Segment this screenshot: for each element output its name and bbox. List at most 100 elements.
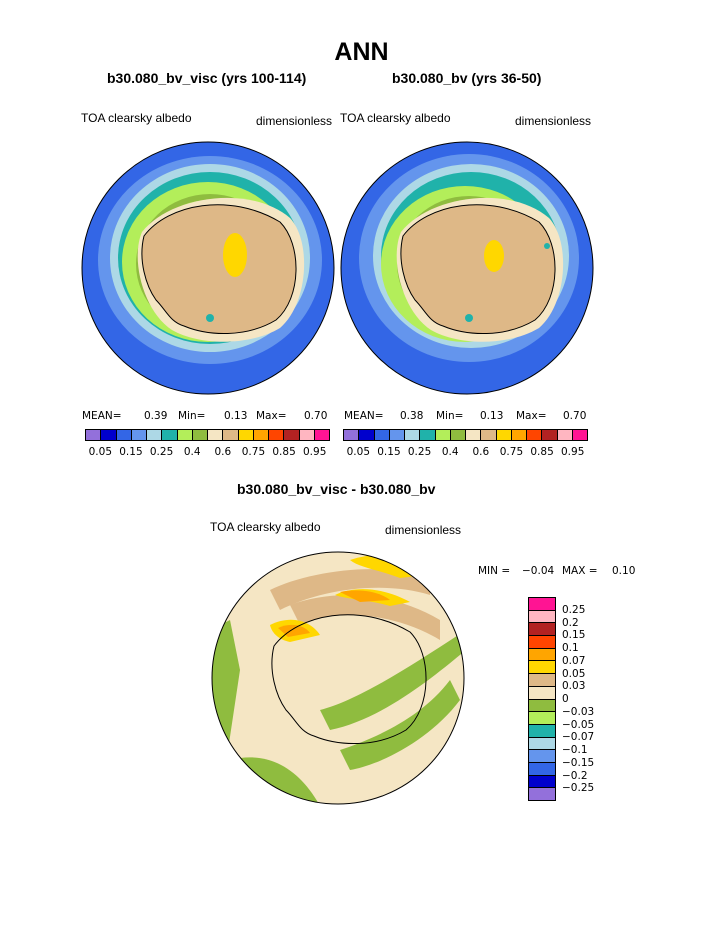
diff-colorbar-ticks: 0.25 0.2 0.15 0.1 0.07 0.05 0.03 0 −0.03 −0.05 −0.… xyxy=(562,597,622,801)
colorbar-swatch xyxy=(208,430,224,440)
colorbar-swatch xyxy=(162,430,178,440)
diff-max-value: 0.10 xyxy=(612,565,636,577)
panel2-min-value: 0.13 xyxy=(480,410,504,422)
colorbar-swatch xyxy=(529,661,555,675)
colorbar-tick-label: 0.25 xyxy=(149,446,174,458)
colorbar-tick-label: 0.25 xyxy=(562,603,586,616)
colorbar-tick-label: −0.1 xyxy=(562,744,588,756)
colorbar-tick-label: 0.4 xyxy=(183,446,201,458)
colorbar-tick-label: 0.85 xyxy=(530,446,554,458)
colorbar-tick-label: 0.75 xyxy=(241,446,266,458)
panel2-min-label: Min= xyxy=(436,410,464,422)
colorbar-swatch xyxy=(86,430,102,440)
colorbar-tick-label: 0.25 xyxy=(407,446,432,458)
colorbar-swatch xyxy=(557,430,573,440)
panel2-polar-map xyxy=(340,141,594,395)
diff-heading: b30.080_bv_visc - b30.080_bv xyxy=(237,481,436,497)
colorbar-swatch xyxy=(299,430,315,440)
colorbar-swatch xyxy=(529,623,555,637)
diff-colorbar xyxy=(528,597,556,801)
colorbar-tick-label: 0.95 xyxy=(560,446,585,458)
colorbar-swatch xyxy=(496,430,512,440)
colorbar-tick-label: −0.15 xyxy=(562,756,595,769)
colorbar-tick-label: 0.75 xyxy=(499,446,524,458)
colorbar-swatch xyxy=(529,674,555,687)
colorbar-tick-label: 0.95 xyxy=(302,446,327,458)
diff-max-label: MAX = xyxy=(562,565,598,577)
colorbar-tick-label: 0.05 xyxy=(346,446,371,458)
colorbar-tick-label: 0 xyxy=(562,693,569,705)
colorbar-tick-label: −0.07 xyxy=(562,731,595,744)
panel1-min-value: 0.13 xyxy=(224,410,248,422)
panel1-max-value: 0.70 xyxy=(304,410,328,422)
panel2-mean-label: MEAN= xyxy=(344,410,384,422)
panel1-colorbar xyxy=(85,429,330,441)
colorbar-swatch xyxy=(529,598,555,611)
panel1-max-label: Max= xyxy=(256,410,287,422)
colorbar-tick-label: 0.85 xyxy=(272,446,296,458)
colorbar-swatch xyxy=(481,430,497,440)
colorbar-tick-label: 0.05 xyxy=(562,667,586,680)
colorbar-swatch xyxy=(344,430,360,440)
panel1-units-label: dimensionless xyxy=(256,114,333,128)
diff-polar-map xyxy=(211,551,465,805)
colorbar-swatch xyxy=(101,430,117,440)
diff-units-label: dimensionless xyxy=(385,523,462,537)
colorbar-swatch xyxy=(450,430,466,440)
colorbar-swatch xyxy=(284,430,300,440)
colorbar-tick-label: −0.2 xyxy=(562,769,588,782)
colorbar-swatch xyxy=(466,430,482,440)
panel1-min-label: Min= xyxy=(178,410,206,422)
colorbar-swatch xyxy=(529,762,555,776)
colorbar-swatch xyxy=(542,430,558,440)
colorbar-swatch xyxy=(131,430,147,440)
colorbar-swatch xyxy=(253,430,269,440)
colorbar-tick-label: −0.05 xyxy=(562,718,595,731)
colorbar-tick-label: −0.03 xyxy=(562,705,595,718)
colorbar-swatch xyxy=(529,788,555,800)
panel2-mean-value: 0.38 xyxy=(400,410,424,422)
colorbar-swatch xyxy=(435,430,451,440)
colorbar-swatch xyxy=(420,430,436,440)
colorbar-swatch xyxy=(147,430,163,440)
panel2-variable-label: TOA clearsky albedo xyxy=(340,111,451,125)
colorbar-swatch xyxy=(511,430,527,440)
colorbar-swatch xyxy=(529,775,555,789)
diff-min-value: −0.04 xyxy=(522,565,555,577)
colorbar-swatch xyxy=(223,430,239,440)
colorbar-swatch xyxy=(572,430,587,440)
panel2-colorbar-ticks: 0.05 0.15 0.25 0.4 0.6 0.75 0.85 0.95 xyxy=(343,446,588,460)
colorbar-swatch xyxy=(374,430,390,440)
panel1-colorbar-ticks: 0.05 0.15 0.25 0.4 0.6 0.75 0.85 0.95 xyxy=(85,446,330,460)
colorbar-swatch xyxy=(389,430,405,440)
colorbar-swatch xyxy=(405,430,421,440)
colorbar-tick-label: 0.03 xyxy=(562,680,586,693)
colorbar-swatch xyxy=(314,430,329,440)
colorbar-swatch xyxy=(269,430,285,440)
colorbar-swatch xyxy=(116,430,132,440)
colorbar-swatch xyxy=(359,430,375,440)
diff-variable-label: TOA clearsky albedo xyxy=(210,520,321,534)
colorbar-tick-label: 0.6 xyxy=(214,446,232,458)
panel1-variable-label: TOA clearsky albedo xyxy=(81,111,192,125)
panel1-mean-value: 0.39 xyxy=(144,410,168,422)
colorbar-tick-label: 0.07 xyxy=(562,654,586,667)
colorbar-swatch xyxy=(529,712,555,725)
colorbar-tick-label: 0.15 xyxy=(119,446,143,458)
panel2-max-value: 0.70 xyxy=(563,410,587,422)
colorbar-swatch xyxy=(529,724,555,738)
colorbar-tick-label: 0.1 xyxy=(562,642,579,654)
colorbar-swatch xyxy=(529,686,555,700)
diff-min-label: MIN = xyxy=(478,565,511,577)
colorbar-swatch xyxy=(238,430,254,440)
panel1-mean-label: MEAN= xyxy=(82,410,122,422)
colorbar-swatch xyxy=(529,648,555,662)
panel2-max-label: Max= xyxy=(516,410,547,422)
figure-title: ANN xyxy=(334,38,389,66)
colorbar-swatch xyxy=(527,430,543,440)
panel2-colorbar xyxy=(343,429,588,441)
colorbar-swatch xyxy=(192,430,208,440)
colorbar-swatch xyxy=(529,699,555,713)
colorbar-tick-label: 0.4 xyxy=(441,446,459,458)
colorbar-tick-label: 0.6 xyxy=(472,446,490,458)
